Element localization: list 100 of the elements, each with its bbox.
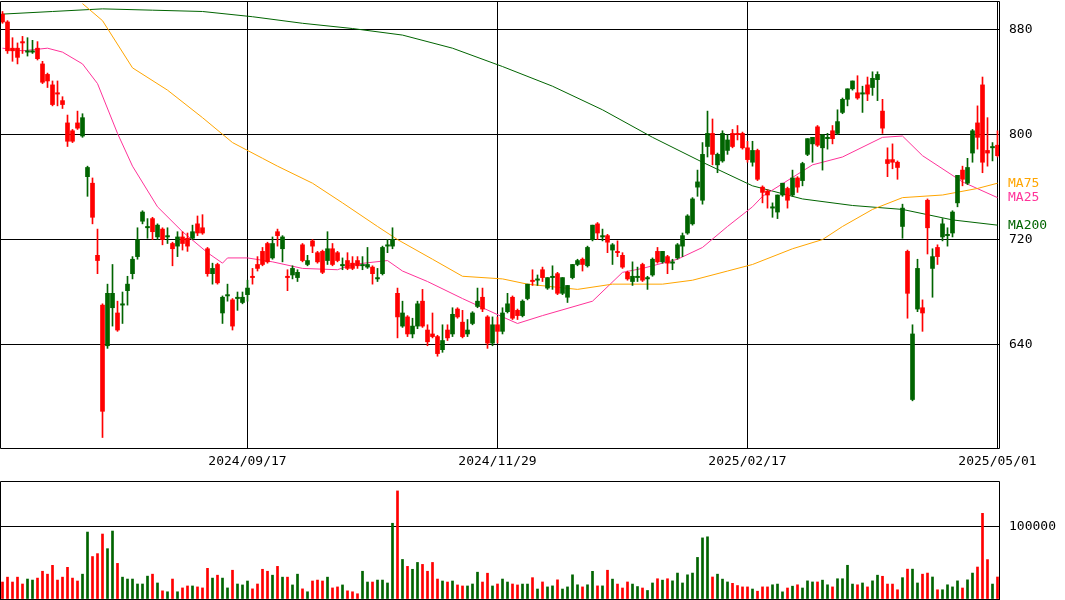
bar bbox=[586, 584, 589, 599]
x-tick-label: 2024/09/17 bbox=[208, 453, 287, 469]
bar bbox=[246, 580, 249, 599]
bar bbox=[741, 586, 744, 599]
bar bbox=[286, 576, 289, 599]
bar bbox=[951, 586, 954, 599]
bar bbox=[576, 584, 579, 599]
bar bbox=[581, 586, 584, 599]
bar bbox=[211, 577, 214, 599]
bar bbox=[631, 583, 634, 599]
bar bbox=[386, 582, 389, 599]
bar bbox=[221, 577, 224, 599]
bar bbox=[781, 591, 784, 599]
bar bbox=[456, 584, 459, 599]
bar bbox=[176, 591, 179, 599]
bar bbox=[666, 578, 669, 599]
bar bbox=[551, 585, 554, 599]
bar bbox=[61, 576, 64, 599]
bar bbox=[311, 580, 314, 599]
bar bbox=[856, 584, 859, 599]
bar bbox=[811, 581, 814, 599]
bar bbox=[941, 589, 944, 599]
bar bbox=[331, 587, 334, 599]
bar bbox=[376, 579, 379, 599]
bar bbox=[931, 576, 934, 599]
bar bbox=[541, 581, 544, 599]
bar bbox=[441, 580, 444, 599]
bar bbox=[946, 584, 949, 599]
bar bbox=[111, 530, 114, 599]
bar bbox=[26, 578, 29, 599]
bar bbox=[616, 583, 619, 599]
bar bbox=[681, 582, 684, 599]
bar bbox=[636, 586, 639, 599]
bar bbox=[66, 566, 69, 599]
bar bbox=[391, 522, 394, 599]
bar bbox=[731, 583, 734, 599]
bar bbox=[851, 583, 854, 599]
bar bbox=[186, 585, 189, 599]
bar bbox=[451, 580, 454, 599]
bar bbox=[46, 573, 49, 599]
bar bbox=[196, 586, 199, 599]
bar bbox=[91, 556, 94, 599]
bar bbox=[461, 585, 464, 599]
bar bbox=[641, 587, 644, 599]
bar bbox=[131, 578, 134, 599]
bar bbox=[301, 588, 304, 599]
series-label: MA200 bbox=[1008, 216, 1048, 232]
bar bbox=[926, 572, 929, 599]
bar bbox=[711, 576, 714, 599]
bar bbox=[746, 586, 749, 599]
bar bbox=[556, 579, 559, 599]
bar bbox=[466, 585, 469, 599]
bar bbox=[886, 583, 889, 599]
bar bbox=[876, 574, 879, 599]
bar bbox=[326, 576, 329, 599]
bar bbox=[516, 584, 519, 599]
bar bbox=[446, 581, 449, 599]
bar bbox=[156, 582, 159, 599]
bar bbox=[201, 587, 204, 599]
bar bbox=[106, 548, 109, 599]
bar bbox=[481, 581, 484, 599]
bar bbox=[591, 570, 594, 599]
bar bbox=[401, 559, 404, 599]
series-label: MA25 bbox=[1008, 189, 1040, 204]
bar bbox=[31, 579, 34, 599]
bar bbox=[356, 593, 359, 599]
bar bbox=[701, 537, 704, 599]
bar bbox=[866, 586, 869, 599]
bar bbox=[756, 590, 759, 599]
bar bbox=[916, 582, 919, 599]
bar bbox=[721, 578, 724, 599]
bar bbox=[691, 572, 694, 599]
bar bbox=[901, 577, 904, 599]
bar bbox=[621, 587, 624, 599]
bar bbox=[241, 584, 244, 599]
bar bbox=[486, 572, 489, 599]
bar bbox=[496, 583, 499, 599]
bar bbox=[421, 564, 424, 599]
bar bbox=[671, 580, 674, 599]
bar bbox=[661, 579, 664, 599]
bar bbox=[966, 579, 969, 599]
bar bbox=[531, 577, 534, 599]
bar bbox=[861, 582, 864, 599]
bar bbox=[761, 586, 764, 599]
bar bbox=[976, 566, 979, 599]
bar bbox=[341, 584, 344, 599]
bar bbox=[161, 590, 164, 599]
bar bbox=[146, 575, 149, 599]
bar bbox=[266, 570, 269, 599]
bar bbox=[686, 574, 689, 599]
bar bbox=[561, 588, 564, 599]
bar bbox=[141, 583, 144, 599]
bar bbox=[786, 587, 789, 599]
bar bbox=[16, 576, 19, 599]
bar bbox=[971, 572, 974, 599]
y-tick-label: 720 bbox=[1009, 230, 1033, 246]
bar bbox=[361, 570, 364, 599]
bar bbox=[836, 578, 839, 599]
bar bbox=[51, 565, 54, 599]
x-tick-label: 2025/02/17 bbox=[708, 453, 787, 469]
